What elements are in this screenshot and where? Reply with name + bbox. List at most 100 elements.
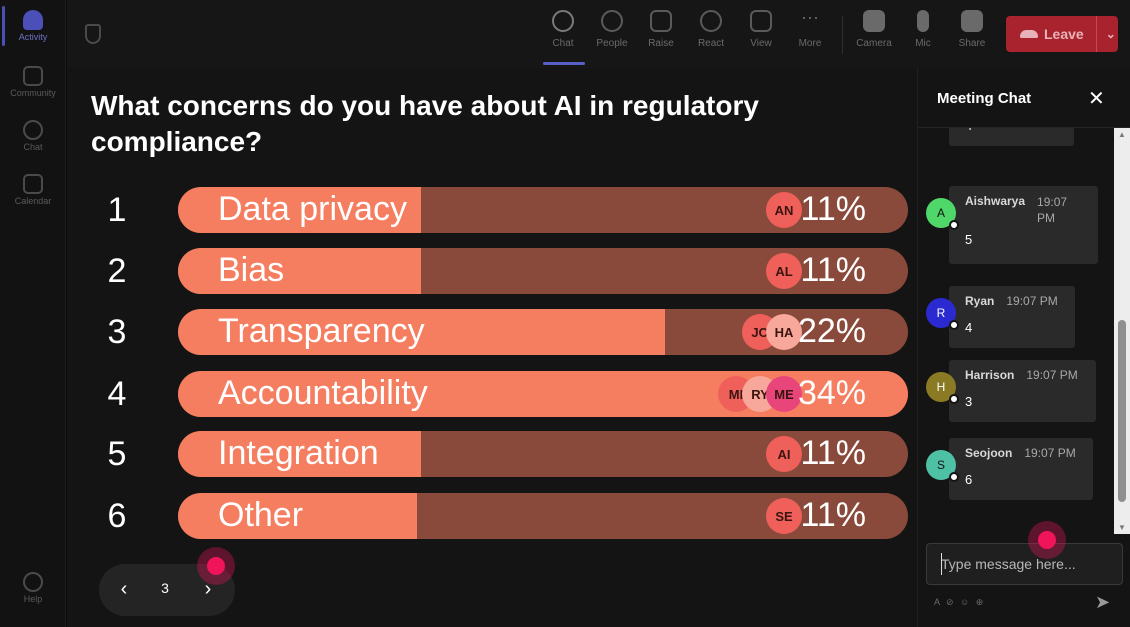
toolbar-divider xyxy=(842,16,843,54)
sender-name: Ryan xyxy=(965,294,995,308)
toolbar-raise-button[interactable]: Raise xyxy=(639,10,683,62)
rail-item-label: Chat xyxy=(23,142,43,152)
emoji-icon xyxy=(700,10,722,32)
leave-label: Leave xyxy=(1044,26,1084,42)
send-icon[interactable]: ➤ xyxy=(1095,592,1111,612)
help-icon xyxy=(23,572,43,592)
toolbar-chat-button[interactable]: Chat xyxy=(541,10,585,62)
chevron-right-icon[interactable]: › xyxy=(204,578,212,600)
toolbar-label: Chat xyxy=(552,38,574,49)
option-bar-fill xyxy=(178,309,665,355)
toolbar-label: Raise xyxy=(648,38,674,49)
scrollbar-thumb[interactable] xyxy=(1118,320,1126,502)
scroll-down-arrow-icon[interactable]: ▼ xyxy=(1118,523,1126,532)
voter-avatar: AN xyxy=(766,192,802,228)
chat-title: Meeting Chat xyxy=(937,90,1032,107)
user-avatar: R xyxy=(926,298,959,330)
rail-item-calendar[interactable]: Calendar xyxy=(0,174,66,224)
toolbar-share-button[interactable]: Share xyxy=(950,10,994,62)
voter-avatar: AL xyxy=(766,253,802,289)
toolbar-view-button[interactable]: View xyxy=(739,10,783,62)
camera-icon xyxy=(863,10,885,32)
chat-icon xyxy=(552,10,574,32)
shield-icon xyxy=(85,24,101,44)
avatar-initial: A xyxy=(936,206,945,220)
user-avatar: H xyxy=(926,372,959,404)
option-bar: Bias AL 11% xyxy=(178,248,908,294)
chat-message-input[interactable] xyxy=(926,543,1123,585)
option-label: Data privacy xyxy=(218,190,407,228)
format-options-icon[interactable]: A ⊘ ☺ ⊕ xyxy=(934,597,986,607)
chat-icon xyxy=(23,120,43,140)
grid-icon xyxy=(750,10,772,32)
voter-avatars: AI xyxy=(766,436,802,472)
user-avatar: S xyxy=(926,450,959,482)
calendar-icon xyxy=(23,174,43,194)
poll-option-row: 2 Bias AL 11% xyxy=(67,248,917,294)
rail-item-community[interactable]: Community xyxy=(0,66,66,116)
avatar-initial: H xyxy=(936,380,946,394)
chat-bubble: Aishwarya 19:07 PM 5 xyxy=(949,186,1098,264)
toolbar-people-button[interactable]: People xyxy=(590,10,634,62)
leave-button[interactable]: Leave ⌄ xyxy=(1006,16,1118,52)
rail-item-label: Help xyxy=(23,594,43,604)
scroll-up-arrow-icon[interactable]: ▲ xyxy=(1118,130,1126,139)
message-text: 6 xyxy=(965,472,973,487)
option-label: Other xyxy=(218,496,304,534)
toolbar-camera-button[interactable]: Camera xyxy=(852,10,896,62)
poll-question: What concerns do you have about AI in re… xyxy=(91,90,759,157)
close-icon[interactable]: ✕ xyxy=(1088,88,1105,110)
presence-status-icon xyxy=(949,394,959,404)
chat-bubble: Mike19:07 PM4 xyxy=(949,128,1074,146)
toolbar-mic-button[interactable]: Mic xyxy=(901,10,945,62)
voter-avatar: HA xyxy=(766,314,802,350)
text-caret xyxy=(941,553,942,575)
poll-option-row: 3 Transparency JO HA 22% xyxy=(67,309,917,355)
presence-status-icon xyxy=(949,472,959,482)
voter-avatars: SE xyxy=(766,498,802,534)
rail-item-activity[interactable]: Activity xyxy=(0,10,66,60)
poll-option-row: 4 Accountability MI RY ME 34% xyxy=(67,371,917,417)
message-text: 4 xyxy=(965,128,1064,133)
option-bar-fill xyxy=(178,248,421,294)
chevron-left-icon[interactable]: ‹ xyxy=(120,578,128,600)
toolbar-label: Camera xyxy=(856,38,892,49)
user-avatar: A xyxy=(926,198,959,230)
meeting-chat-panel: Meeting Chat ✕ Mike19:07 PM4MAishwarya19… xyxy=(917,68,1130,627)
community-icon xyxy=(23,66,43,86)
message-text: 3 xyxy=(965,394,973,409)
active-tab-indicator xyxy=(543,62,585,65)
message-text: 4 xyxy=(965,320,973,335)
toolbar-label: People xyxy=(596,38,628,49)
bell-icon xyxy=(23,10,43,30)
more-icon: ··· xyxy=(801,7,819,27)
app-rail: Activity Community Chat Calendar Help xyxy=(0,0,66,627)
hand-icon xyxy=(650,10,672,32)
poll-option-row: 5 Integration AI 11% xyxy=(67,431,917,477)
voter-avatar: AI xyxy=(766,436,802,472)
option-number: 6 xyxy=(107,497,127,535)
toolbar-label: More xyxy=(798,38,822,49)
toolbar-more-button[interactable]: ··· More xyxy=(788,7,832,62)
sender-name: Harrison xyxy=(965,368,1015,382)
toolbar-react-button[interactable]: React xyxy=(689,10,733,62)
chevron-down-icon[interactable]: ⌄ xyxy=(1105,27,1116,41)
voter-avatars: AN xyxy=(766,192,802,228)
rail-item-label: Activity xyxy=(18,32,48,42)
rail-item-chat[interactable]: Chat xyxy=(0,120,66,170)
chat-bubble: Harrison 19:07 PM 3 xyxy=(949,360,1096,422)
phone-hangup-icon xyxy=(1020,30,1038,38)
option-bar: Accountability MI RY ME 34% xyxy=(178,371,908,417)
leave-separator xyxy=(1095,16,1097,52)
rail-item-help[interactable]: Help xyxy=(0,572,66,622)
option-bar: Data privacy AN 11% xyxy=(178,187,908,233)
presence-status-icon xyxy=(949,220,959,230)
voter-avatars: JO HA xyxy=(742,314,802,350)
toolbar-label: Share xyxy=(958,38,986,49)
click-indicator xyxy=(1028,521,1066,559)
poll-presentation: What concerns do you have about AI in re… xyxy=(67,68,917,627)
option-label: Transparency xyxy=(218,312,425,350)
option-bar: Integration AI 11% xyxy=(178,431,908,477)
option-number: 3 xyxy=(107,313,127,351)
chat-scrollbar[interactable]: ▲ ▼ xyxy=(1114,128,1130,534)
